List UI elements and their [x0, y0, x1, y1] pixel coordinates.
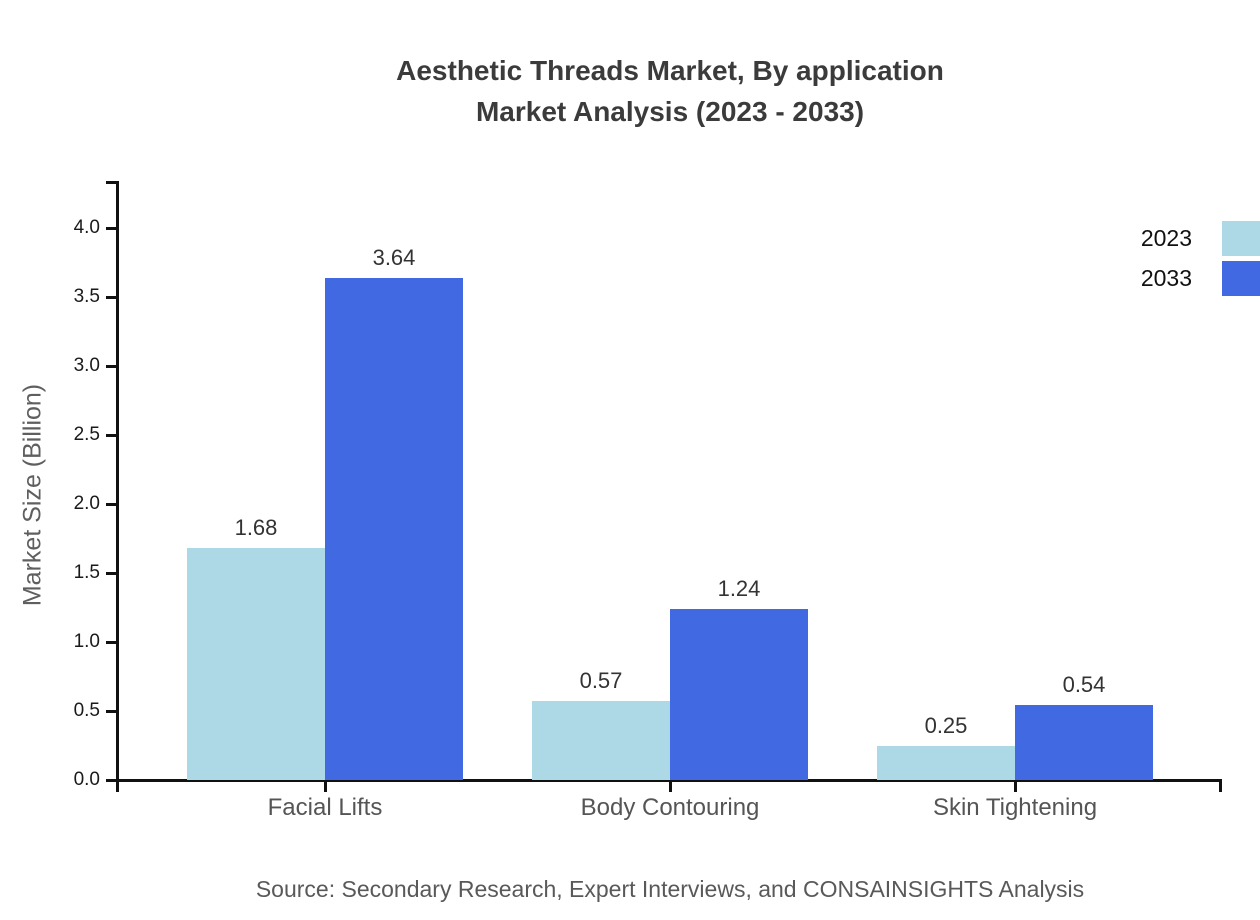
x-axis-end-tick [1219, 779, 1222, 792]
y-tick-label: 2.0 [73, 493, 100, 514]
y-tick-label: 1.0 [73, 631, 100, 652]
legend-swatch-2023 [1222, 221, 1260, 256]
x-tick-mark [323, 782, 327, 792]
legend-swatch-2033 [1222, 261, 1260, 296]
bar-2033-skin-tightening [1015, 705, 1153, 780]
bar-value-label: 0.57 [579, 668, 623, 694]
y-tick-mark [106, 433, 116, 437]
y-tick-mark [106, 295, 116, 299]
y-tick-mark [106, 571, 116, 575]
y-axis-end-tick [106, 181, 119, 184]
bar-2023-body-contouring [532, 701, 670, 780]
chart-title-line1: Aesthetic Threads Market, By application [396, 55, 944, 86]
y-tick-mark [106, 640, 116, 644]
y-tick-mark [106, 709, 116, 713]
y-tick-label: 3.0 [73, 355, 100, 376]
y-tick-label: 0.5 [73, 700, 100, 721]
bar-2033-body-contouring [670, 608, 808, 780]
bar-value-label: 1.68 [234, 515, 278, 541]
bar-2023-facial-lifts [187, 548, 325, 780]
y-tick-label: 0.0 [73, 769, 100, 790]
bar-value-label: 3.64 [372, 244, 416, 270]
bar-2023-skin-tightening [877, 745, 1015, 780]
bar-2033-facial-lifts [325, 277, 463, 780]
x-tick-mark [1013, 782, 1017, 792]
bar-value-label: 0.54 [1062, 672, 1106, 698]
y-tick-mark [106, 226, 116, 230]
y-axis-spine [116, 181, 119, 792]
x-category-label-facial-lifts: Facial Lifts [267, 794, 383, 821]
legend-label-2033: 2033 [1140, 265, 1192, 291]
y-tick-mark [106, 778, 116, 782]
bar-value-label: 0.25 [924, 712, 968, 738]
legend-label-2023: 2023 [1140, 225, 1192, 251]
y-tick-mark [106, 364, 116, 368]
y-tick-label: 1.5 [73, 562, 100, 583]
x-axis-spine [106, 779, 1222, 782]
y-tick-mark [106, 502, 116, 506]
chart-title-line2: Market Analysis (2023 - 2033) [475, 96, 865, 127]
y-tick-label: 4.0 [73, 217, 100, 238]
chart-title: Aesthetic Threads Market, By application… [118, 50, 1222, 132]
x-category-label-skin-tightening: Skin Tightening [932, 794, 1098, 821]
y-tick-label: 3.5 [73, 286, 100, 307]
source-note: Source: Secondary Research, Expert Inter… [255, 876, 1085, 902]
x-category-label-body-contouring: Body Contouring [580, 794, 760, 821]
y-tick-label: 2.5 [73, 424, 100, 445]
bar-value-label: 1.24 [717, 575, 761, 601]
x-tick-mark [668, 782, 672, 792]
